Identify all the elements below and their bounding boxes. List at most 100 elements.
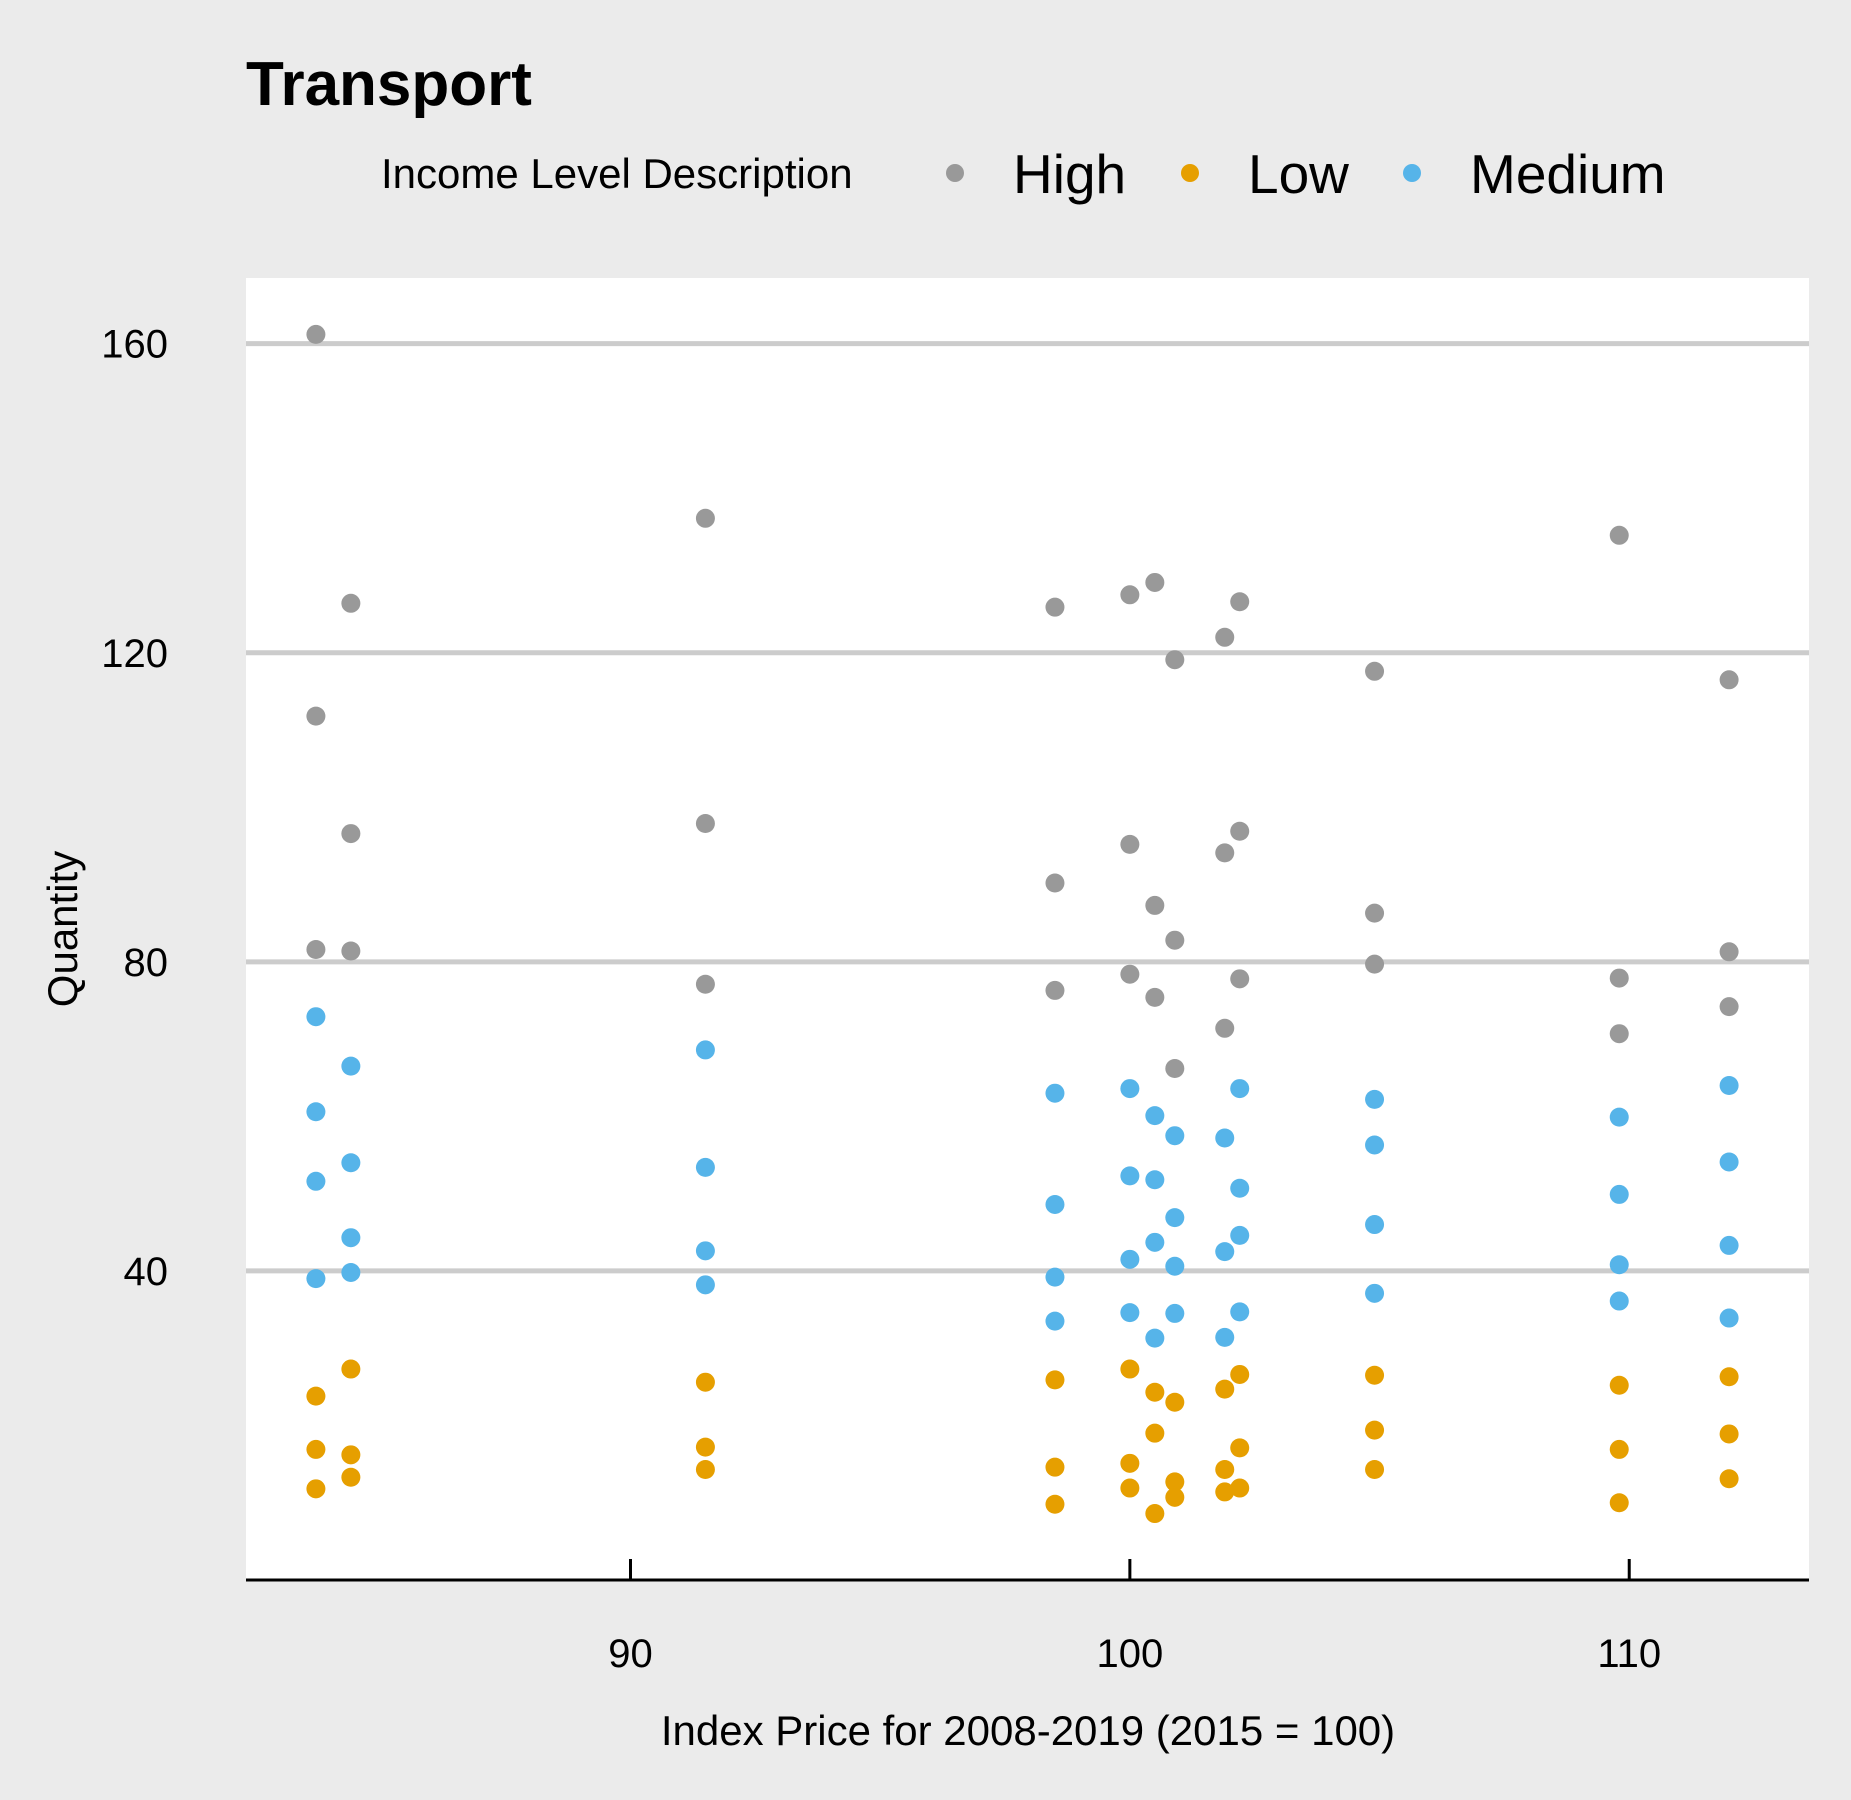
data-point-high	[1365, 954, 1385, 974]
data-point-high	[1719, 997, 1739, 1017]
y-tick-label: 160	[101, 323, 168, 367]
data-point-medium	[1365, 1135, 1385, 1155]
data-point-high	[695, 814, 715, 834]
x-axis-ticks: 90 100 110	[608, 1559, 1661, 1676]
data-point-high	[306, 324, 326, 344]
data-point-medium	[1120, 1166, 1140, 1186]
x-tick-label: 100	[1096, 1632, 1163, 1676]
data-point-low	[1215, 1379, 1235, 1399]
data-point-medium	[1045, 1083, 1065, 1103]
data-point-high	[1230, 592, 1250, 612]
data-point-high	[306, 939, 326, 959]
data-point-medium	[1365, 1089, 1385, 1109]
data-point-low	[1165, 1472, 1185, 1492]
data-point-high	[1145, 895, 1165, 915]
x-tick-label: 110	[1597, 1632, 1661, 1676]
data-point-medium	[1145, 1232, 1165, 1252]
data-point-low	[1215, 1482, 1235, 1502]
data-points	[306, 324, 1739, 1524]
data-point-medium	[1145, 1106, 1165, 1126]
data-point-low	[1365, 1460, 1385, 1480]
data-point-medium	[1230, 1225, 1250, 1245]
data-point-low	[1609, 1439, 1629, 1459]
data-point-high	[1365, 903, 1385, 923]
gridlines	[246, 341, 1809, 1274]
data-point-low	[1120, 1453, 1140, 1473]
data-point-medium	[1165, 1303, 1185, 1323]
data-point-medium	[1045, 1311, 1065, 1331]
data-point-medium	[1230, 1178, 1250, 1198]
data-point-low	[306, 1479, 326, 1499]
data-point-high	[1719, 670, 1739, 690]
data-point-medium	[1365, 1215, 1385, 1235]
data-point-medium	[1145, 1328, 1165, 1348]
data-point-low	[1365, 1365, 1385, 1385]
data-point-low	[1230, 1438, 1250, 1458]
data-point-high	[1145, 572, 1165, 592]
legend-label-high: High	[1013, 143, 1126, 205]
series-low	[306, 1359, 1739, 1524]
data-point-medium	[695, 1040, 715, 1060]
data-point-medium	[1609, 1107, 1629, 1127]
data-point-medium	[1719, 1152, 1739, 1172]
data-point-high	[1215, 1018, 1235, 1038]
data-point-low	[1230, 1478, 1250, 1498]
data-point-high	[306, 706, 326, 726]
legend-label-low: Low	[1248, 143, 1349, 205]
data-point-low	[1145, 1382, 1165, 1402]
data-point-low	[695, 1372, 715, 1392]
data-point-low	[1719, 1469, 1739, 1489]
data-point-high	[1120, 964, 1140, 984]
data-point-high	[1120, 834, 1140, 854]
data-point-high	[695, 508, 715, 528]
data-point-medium	[1719, 1075, 1739, 1095]
data-point-low	[1120, 1359, 1140, 1379]
legend-title: Income Level Description	[381, 150, 853, 197]
data-point-high	[1719, 942, 1739, 962]
data-point-medium	[1719, 1308, 1739, 1328]
data-point-medium	[1120, 1249, 1140, 1269]
data-point-high	[695, 974, 715, 994]
legend-marker-low	[1181, 164, 1199, 182]
data-point-low	[1045, 1494, 1065, 1514]
data-point-high	[1045, 873, 1065, 893]
data-point-high	[1230, 969, 1250, 989]
data-point-low	[1365, 1420, 1385, 1440]
data-point-low	[1045, 1370, 1065, 1390]
data-point-high	[1165, 1058, 1185, 1078]
data-point-low	[1165, 1392, 1185, 1412]
data-point-medium	[1120, 1079, 1140, 1099]
data-point-low	[306, 1439, 326, 1459]
data-point-high	[1165, 930, 1185, 950]
data-point-high	[1609, 968, 1629, 988]
data-point-medium	[341, 1262, 361, 1282]
data-point-high	[1145, 987, 1165, 1007]
data-point-high	[1365, 661, 1385, 681]
data-point-high	[1045, 597, 1065, 617]
data-point-low	[306, 1386, 326, 1406]
data-point-medium	[1215, 1327, 1235, 1347]
data-point-low	[1215, 1460, 1235, 1480]
data-point-high	[341, 941, 361, 961]
data-point-high	[341, 824, 361, 844]
series-medium	[306, 1007, 1739, 1348]
y-axis-ticks: 40 80 120 160	[101, 323, 168, 1294]
data-point-low	[1230, 1364, 1250, 1384]
data-point-medium	[1165, 1256, 1185, 1276]
data-point-high	[1215, 627, 1235, 647]
data-point-low	[1719, 1424, 1739, 1444]
legend-marker-medium	[1403, 164, 1421, 182]
y-axis-label: Quantity	[39, 851, 86, 1007]
data-point-low	[695, 1460, 715, 1480]
data-point-high	[1230, 821, 1250, 841]
data-point-low	[695, 1437, 715, 1457]
data-point-medium	[695, 1241, 715, 1261]
data-point-low	[1045, 1457, 1065, 1477]
data-point-medium	[341, 1056, 361, 1076]
plot-panel	[246, 278, 1809, 1580]
y-tick-label: 40	[124, 1250, 169, 1294]
data-point-medium	[306, 1171, 326, 1191]
legend: Income Level Description High Low Medium	[381, 143, 1666, 205]
data-point-medium	[1719, 1235, 1739, 1255]
